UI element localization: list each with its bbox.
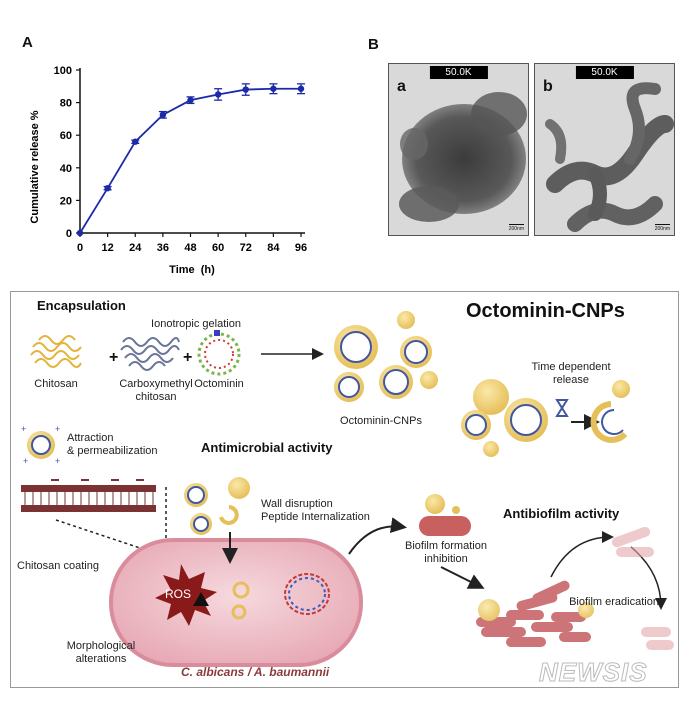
svg-text:+: + (109, 349, 118, 366)
time-release-label-2: release (552, 374, 590, 386)
ros-label: ROS (164, 587, 191, 601)
species-label: C. albicans / A. baumannii (181, 665, 330, 679)
data-point (270, 85, 277, 92)
tem-image-b: 50.0K b 200nm (534, 63, 675, 236)
x-tick-label: 72 (240, 242, 252, 254)
tem-magnification-badge: 50.0K (575, 66, 634, 79)
octominin-icon (197, 330, 241, 376)
ros-burst (155, 564, 217, 626)
y-tick-label: 60 (60, 130, 72, 142)
attraction-nanoparticle: + + + + (21, 424, 60, 466)
carboxymethyl-chitosan-icon (120, 337, 180, 371)
data-point (242, 86, 249, 93)
svg-text:+: + (183, 349, 192, 366)
x-tick-label: 96 (295, 242, 307, 254)
release-chart: 0 12 24 36 48 60 72 84 96 0 20 40 60 80 100 Cumulative… (29, 65, 307, 276)
data-point (104, 184, 111, 192)
series-line (79, 87, 301, 234)
y-tick-label: 100 (54, 65, 72, 77)
chart-series (76, 83, 305, 237)
attraction-label-1: Attraction (67, 432, 114, 444)
y-tick-label: 80 (60, 98, 72, 110)
graphical-abstract: + + (10, 291, 679, 688)
biofilm-inhibition-illustration (419, 494, 471, 536)
morphological-label-1: Morphological (66, 640, 136, 652)
peptide-internalization-label: Peptide Internalization (261, 511, 370, 523)
dna-plasmid (284, 573, 330, 615)
tem-label-a: a (397, 78, 406, 95)
y-tick-label: 40 (60, 163, 72, 175)
svg-text:+: + (23, 456, 28, 466)
x-axis-label: Time (h) (169, 264, 215, 276)
data-point (159, 111, 167, 119)
svg-text:+: + (21, 424, 26, 434)
data-point (132, 138, 139, 145)
wall-disruption-label: Wall disruption (261, 498, 333, 510)
octominin-cnps-label: Octominin-CNPs (340, 415, 422, 427)
cnp-cluster (334, 311, 438, 402)
tem-scale-bar: 200nm (654, 224, 670, 232)
tem-particles-b (545, 82, 674, 232)
svg-text:+: + (55, 424, 60, 434)
bacterial-cell (109, 538, 363, 667)
x-tick-label: 60 (212, 242, 224, 254)
panel-a-label: A (22, 34, 33, 51)
data-point (76, 229, 84, 237)
y-axis-label: Cumulative release % (29, 110, 41, 223)
x-tick-label: 36 (157, 242, 169, 254)
morphological-label-2: alterations (75, 653, 127, 665)
carboxymethyl-chitosan-label-1: Carboxymethyl (119, 378, 193, 390)
x-tick-label: 48 (184, 242, 196, 254)
biofilm-inhibition-label-1: Biofilm formation (405, 540, 487, 552)
x-tick-label: 84 (267, 242, 280, 254)
data-point (297, 85, 305, 92)
chart-axes: 0 12 24 36 48 60 72 84 96 0 20 40 60 80 100 (54, 65, 307, 254)
time-release-label-1: Time dependent (531, 361, 611, 373)
antimicrobial-heading: Antimicrobial activity (201, 440, 333, 455)
x-tick-label: 0 (77, 242, 83, 254)
x-tick-label: 12 (102, 242, 114, 254)
encapsulation-heading: Encapsulation (37, 298, 126, 313)
cell-membrane (21, 479, 156, 512)
tem-particles-a (399, 92, 527, 222)
tem-image-a: 50.0K a 200nm (388, 63, 529, 236)
data-point (214, 91, 222, 98)
panel-b-label: B (368, 36, 379, 53)
newsis-watermark: NEWSIS (539, 657, 648, 688)
data-point (187, 96, 194, 104)
octominin-label: Octominin (194, 378, 244, 390)
tem-scale-bar: 200nm (508, 224, 524, 232)
chitosan-icon (30, 335, 82, 368)
abstract-illustration: + + (21, 311, 674, 667)
wall-disruption-particles (184, 477, 250, 564)
biofilm-cluster (476, 580, 594, 647)
antibiofilm-heading: Antibiofilm activity (503, 506, 620, 521)
svg-text:+: + (55, 456, 60, 466)
abstract-title: Octominin-CNPs (466, 300, 625, 322)
tem-label-b: b (543, 78, 553, 95)
y-tick-label: 20 (60, 195, 72, 207)
x-tick-label: 24 (129, 242, 142, 254)
ionotropic-gelation-label: Ionotropic gelation (151, 318, 241, 330)
attraction-label-2: & permeabilization (67, 445, 158, 457)
chitosan-label: Chitosan (34, 378, 78, 390)
time-release-illustration (461, 379, 630, 457)
carboxymethyl-chitosan-label-2: chitosan (135, 391, 177, 403)
chitosan-coating-label: Chitosan coating (17, 560, 99, 572)
faded-biofilm (611, 526, 674, 650)
tem-magnification-badge: 50.0K (429, 66, 488, 79)
y-tick-label: 0 (66, 228, 72, 240)
biofilm-inhibition-label-2: inhibition (424, 553, 468, 565)
hourglass-icon (555, 399, 569, 417)
biofilm-eradication-label: Biofilm eradication (569, 596, 659, 608)
